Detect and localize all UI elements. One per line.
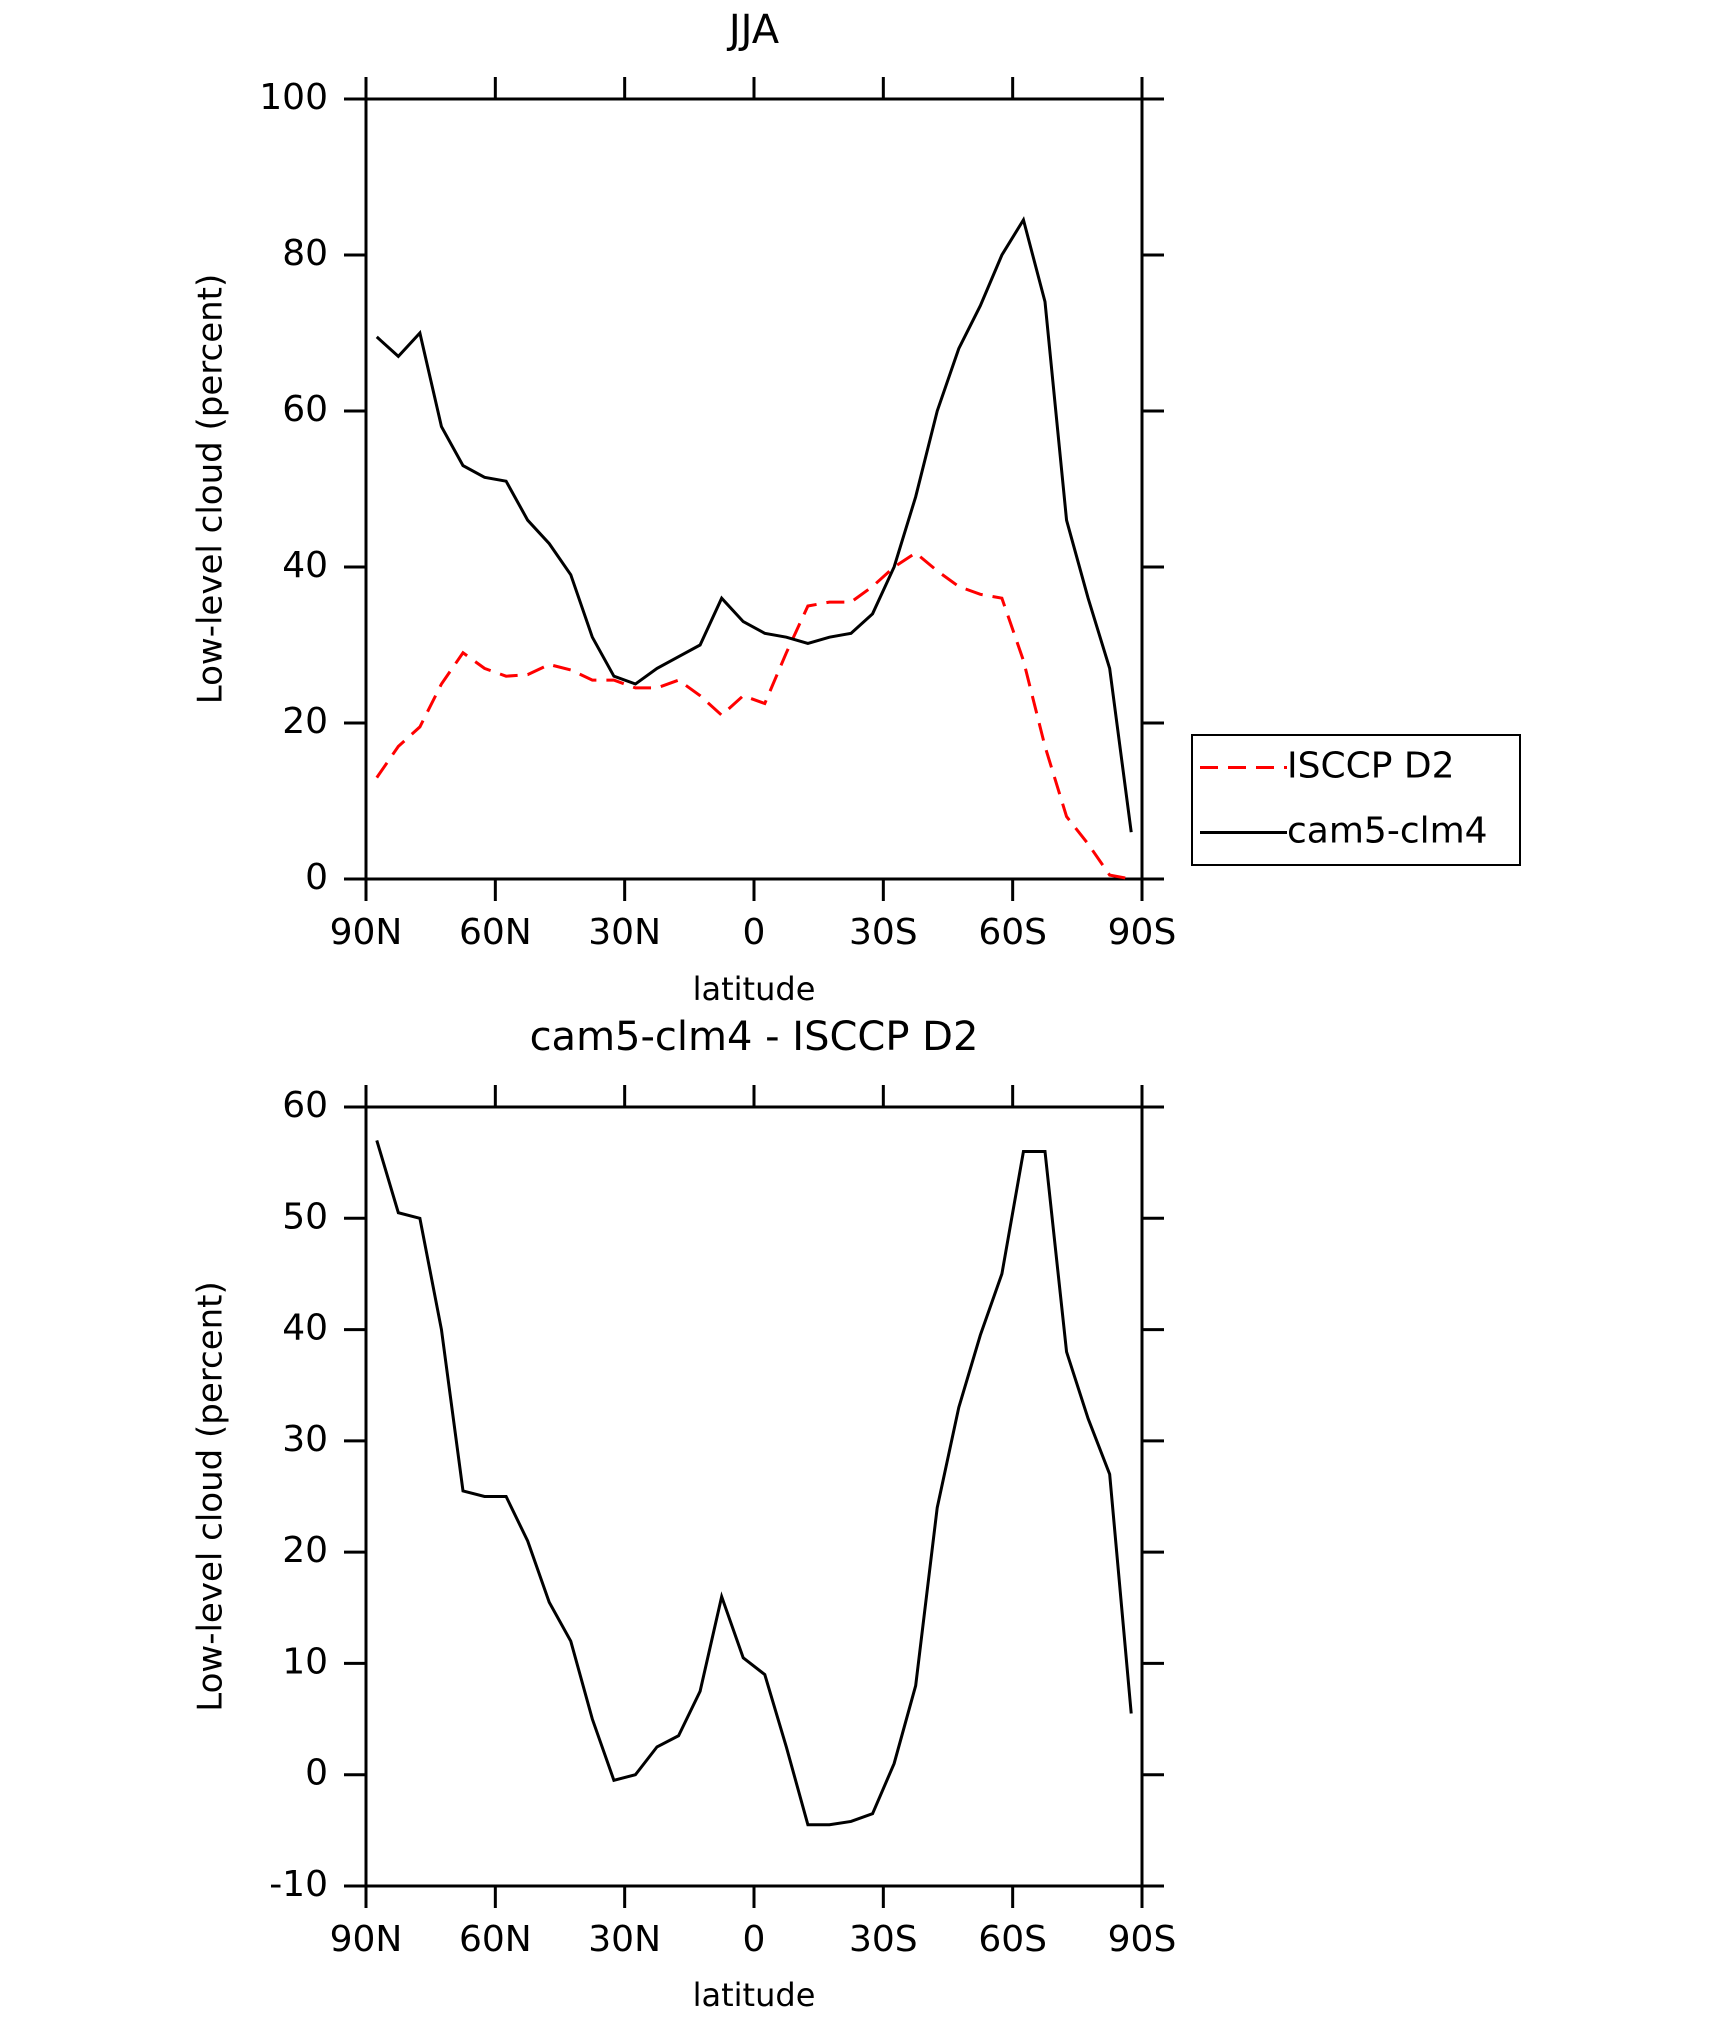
x-axis-label: latitude (693, 1976, 816, 2014)
x-tick-label: 60N (459, 1919, 532, 1960)
y-axis-label: Low-level cloud (percent) (191, 1281, 231, 1712)
y-tick-label: -10 (269, 1864, 328, 1905)
legend-label: ISCCP D2 (1287, 746, 1455, 787)
y-tick-label: 30 (282, 1419, 328, 1460)
data-line (375, 216, 1133, 833)
legend-box (1191, 734, 1521, 866)
y-tick-label: 60 (282, 1085, 328, 1126)
y-tick-label: 100 (259, 77, 328, 118)
data-line (375, 1139, 1133, 1827)
y-tick-label: 20 (282, 1530, 328, 1571)
y-axis-label: Low-level cloud (percent) (191, 274, 231, 705)
x-tick-label: 30N (588, 912, 661, 953)
y-tick-label: 0 (305, 857, 328, 898)
x-tick-label: 90S (1108, 1919, 1177, 1960)
y-tick-label: 80 (282, 233, 328, 274)
chart-title: JJA (726, 7, 780, 53)
x-tick-label: 0 (743, 912, 766, 953)
x-tick-label: 30N (588, 1919, 661, 1960)
x-tick-label: 0 (743, 1919, 766, 1960)
data-line (375, 551, 1132, 881)
y-tick-label: 40 (282, 545, 328, 586)
y-tick-label: 20 (282, 701, 328, 742)
x-tick-label: 90N (330, 1919, 403, 1960)
x-tick-label: 60S (978, 1919, 1047, 1960)
x-tick-label: 60N (459, 912, 532, 953)
x-tick-label: 60S (978, 912, 1047, 953)
x-tick-label: 30S (849, 912, 918, 953)
legend-label: cam5-clm4 (1287, 811, 1488, 852)
x-tick-label: 90S (1108, 912, 1177, 953)
x-tick-label: 30S (849, 1919, 918, 1960)
x-tick-label: 90N (330, 912, 403, 953)
y-tick-label: 50 (282, 1196, 328, 1237)
y-tick-label: 40 (282, 1308, 328, 1349)
x-axis-label: latitude (693, 970, 816, 1008)
y-tick-label: 10 (282, 1641, 328, 1682)
chart-title: cam5-clm4 - ISCCP D2 (530, 1014, 979, 1060)
plot-frame (364, 97, 1144, 881)
y-tick-label: 60 (282, 389, 328, 430)
y-tick-label: 0 (305, 1753, 328, 1794)
